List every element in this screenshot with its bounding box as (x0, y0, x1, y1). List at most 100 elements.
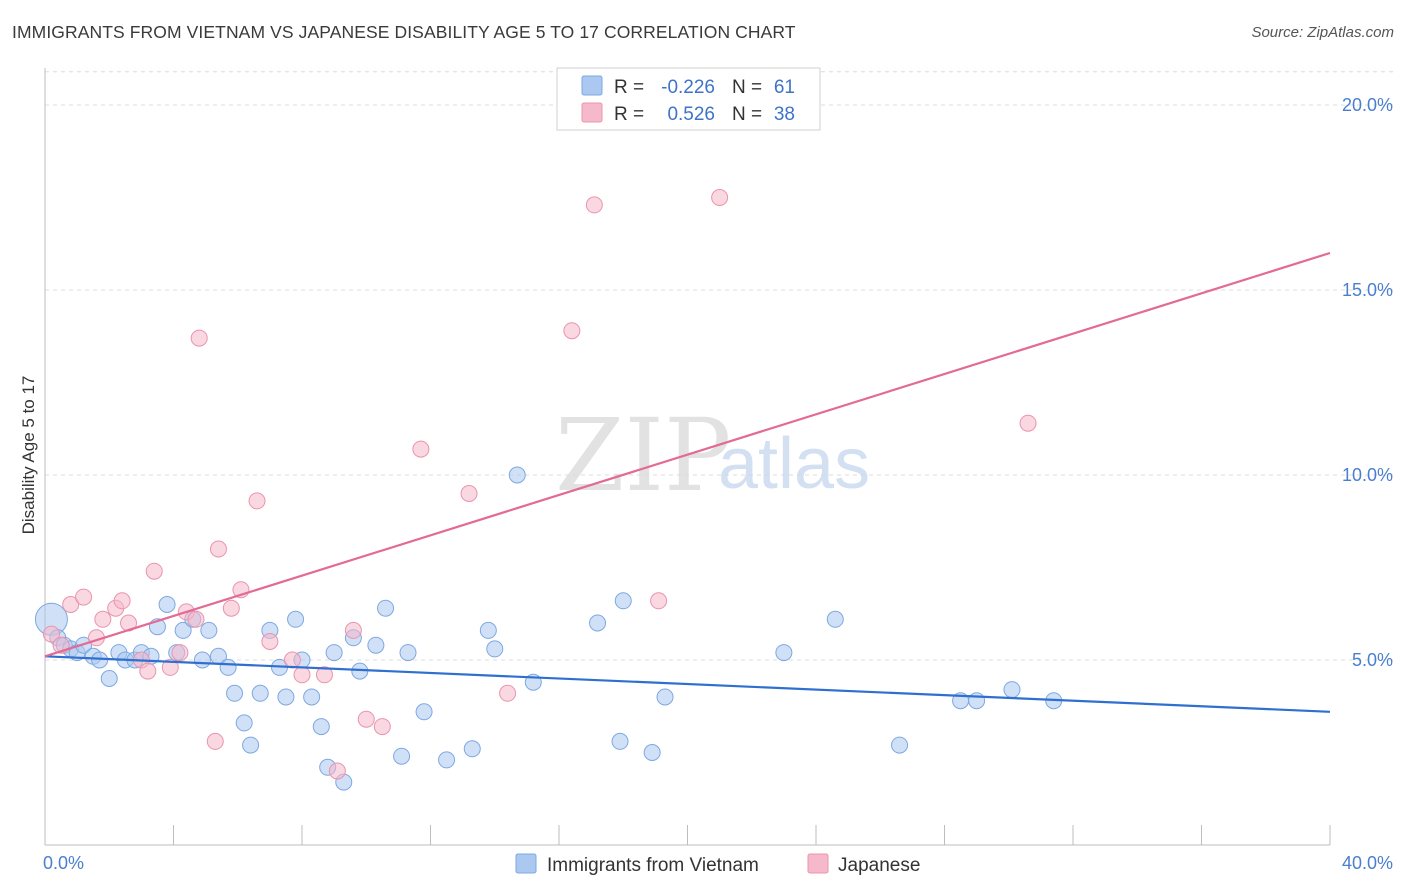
legend-swatch-vietnam (581, 75, 603, 96)
point-japanese (293, 666, 311, 684)
y-tick-labels: 5.0% 10.0% 15.0% 20.0% (1342, 95, 1393, 670)
point-japanese (209, 540, 227, 558)
point-japanese (711, 189, 729, 206)
source-credit: Source: ZipAtlas.com (1251, 24, 1394, 41)
legend-swatch-japanese (581, 102, 603, 123)
point-japanese (171, 644, 189, 662)
point-vietnam (235, 714, 253, 732)
point-vietnam (656, 688, 674, 706)
point-vietnam (303, 688, 321, 706)
point-vietnam (367, 636, 385, 654)
point-japanese (585, 196, 603, 214)
series-legend: Immigrants from Vietnam Japanese (515, 853, 920, 876)
series-legend-label-vietnam: Immigrants from Vietnam (547, 855, 759, 876)
legend-n-value-vietnam: 61 (774, 77, 795, 98)
point-vietnam (479, 621, 497, 639)
point-japanese (412, 440, 430, 458)
point-japanese (42, 625, 60, 643)
legend-r-label-vietnam: R = (614, 77, 644, 98)
point-japanese (261, 633, 279, 650)
y-tick-label: 5.0% (1352, 650, 1393, 670)
point-vietnam (200, 621, 218, 639)
point-vietnam (486, 640, 504, 658)
point-vietnam (589, 614, 607, 632)
legend-n-label-vietnam: N = (732, 77, 762, 98)
point-japanese (357, 710, 375, 728)
watermark: ZIP atlas (555, 397, 870, 514)
watermark-zip: ZIP (555, 397, 731, 514)
point-japanese (161, 658, 179, 676)
point-vietnam (891, 736, 909, 754)
trend-lines (44, 251, 1331, 713)
point-japanese (187, 610, 205, 628)
point-japanese (283, 651, 301, 669)
point-japanese (248, 492, 266, 510)
y-tick-label: 20.0% (1342, 95, 1393, 115)
point-japanese (113, 592, 131, 610)
point-vietnam (1003, 681, 1021, 699)
point-japanese (75, 588, 93, 606)
legend-n-value-japanese: 38 (774, 104, 795, 125)
point-vietnam (463, 740, 481, 758)
y-axis-label: Disability Age 5 to 17 (19, 376, 38, 535)
point-japanese (499, 684, 517, 702)
axes (44, 68, 1331, 846)
series-legend-label-japanese: Japanese (838, 855, 920, 876)
grid-lines (45, 71, 1395, 661)
x-tick-labels: 0.0% 40.0% (43, 853, 1393, 873)
point-vietnam (325, 644, 343, 662)
point-vietnam (415, 703, 433, 721)
data-points (34, 189, 1063, 791)
point-japanese (145, 562, 163, 580)
watermark-atlas: atlas (718, 424, 870, 504)
point-vietnam (312, 718, 330, 736)
y-tick-label: 15.0% (1342, 280, 1393, 300)
legend-r-value-vietnam: -0.226 (661, 77, 715, 98)
point-japanese (328, 762, 346, 780)
trend-line-vietnam (44, 655, 1331, 713)
point-vietnam (251, 684, 269, 702)
point-japanese (344, 621, 362, 639)
series-legend-swatch-vietnam (515, 853, 537, 874)
point-japanese (563, 322, 581, 340)
legend-r-value-japanese: 0.526 (667, 104, 715, 125)
point-vietnam (643, 744, 661, 761)
correlation-legend: R = -0.226 N = 61 R = 0.526 N = 38 (556, 67, 821, 131)
legend-n-label-japanese: N = (732, 104, 762, 125)
point-vietnam (174, 621, 192, 639)
point-vietnam (614, 592, 632, 610)
point-vietnam (968, 692, 986, 710)
trend-line-japanese (44, 251, 1331, 658)
point-japanese (190, 329, 208, 347)
point-vietnam (399, 644, 417, 662)
point-vietnam (508, 466, 526, 484)
point-vietnam (158, 596, 176, 613)
point-japanese (206, 732, 224, 750)
point-japanese (139, 662, 157, 680)
x-tick-label: 40.0% (1342, 853, 1393, 873)
point-vietnam (219, 658, 237, 676)
point-vietnam (193, 651, 211, 669)
point-vietnam (611, 732, 629, 750)
x-tick-label: 0.0% (43, 853, 84, 873)
point-vietnam (377, 599, 395, 617)
point-japanese (373, 718, 391, 736)
point-vietnam (226, 684, 244, 702)
series-legend-swatch-japanese (807, 853, 829, 874)
point-japanese (62, 596, 80, 613)
legend-r-label-japanese: R = (614, 104, 644, 125)
point-vietnam (775, 644, 793, 662)
point-vietnam (826, 610, 844, 628)
point-vietnam (242, 736, 260, 754)
point-vietnam (393, 747, 411, 765)
point-vietnam (438, 751, 456, 769)
point-japanese (650, 592, 668, 610)
point-vietnam (287, 610, 305, 628)
point-japanese (315, 666, 333, 684)
point-japanese (1019, 414, 1037, 432)
point-japanese (460, 485, 478, 502)
point-japanese (94, 610, 112, 628)
point-vietnam (100, 670, 118, 687)
point-japanese (222, 599, 240, 617)
